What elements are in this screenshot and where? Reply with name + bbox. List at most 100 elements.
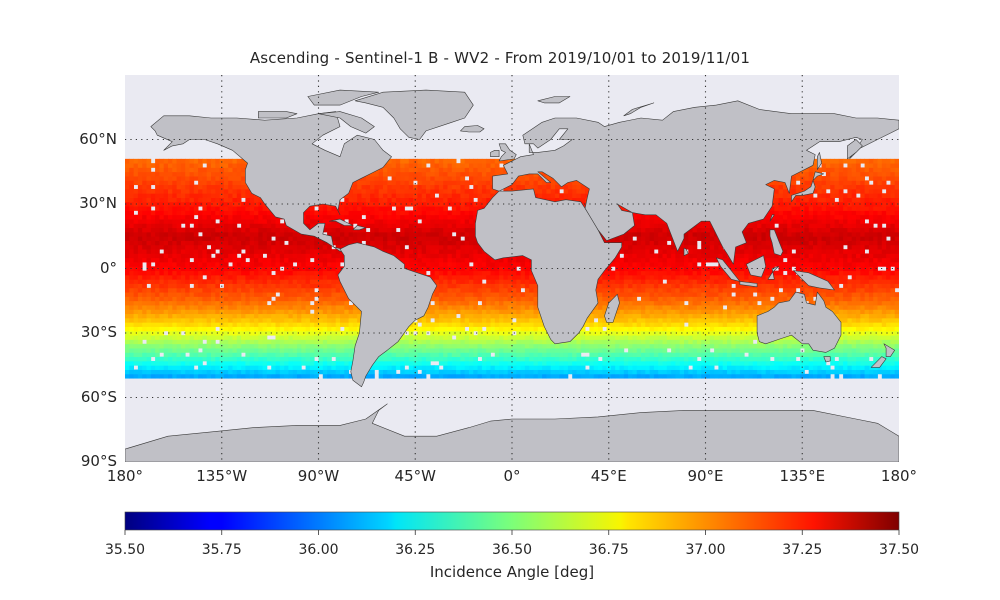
data-cell [447, 257, 453, 263]
data-cell [662, 369, 668, 375]
data-cell [344, 313, 349, 319]
data-cell [666, 356, 672, 362]
data-cell [662, 322, 668, 327]
data-cell [378, 365, 384, 370]
data-cell [408, 326, 414, 332]
data-cell [791, 335, 797, 340]
data-cell [653, 292, 659, 297]
data-cell [490, 305, 496, 310]
data-cell [860, 279, 865, 284]
data-cell [679, 365, 685, 370]
data-cell [813, 352, 818, 358]
data-cell [653, 262, 659, 267]
data-cell [370, 365, 375, 370]
data-cell [714, 369, 719, 375]
data-cell [739, 296, 745, 302]
data-cell [877, 309, 883, 315]
data-cell [172, 292, 177, 297]
data-cell [722, 287, 728, 293]
data-cell [198, 257, 203, 263]
data-cell [688, 343, 693, 349]
data-cell [714, 287, 719, 293]
data-cell [628, 270, 633, 276]
data-cell [847, 343, 853, 349]
data-cell [628, 283, 633, 289]
data-cell [404, 348, 410, 353]
data-cell [533, 296, 539, 302]
data-cell [881, 313, 887, 319]
data-cell [843, 348, 848, 353]
data-cell [696, 335, 702, 340]
data-cell [279, 369, 285, 375]
data-cell [464, 253, 470, 259]
data-cell [533, 326, 539, 332]
data-cell [185, 262, 190, 267]
data-cell [241, 330, 246, 336]
data-cell [649, 287, 655, 293]
data-cell [383, 356, 388, 362]
data-cell [684, 348, 689, 353]
data-cell [645, 365, 650, 370]
data-cell [851, 309, 857, 315]
data-cell [873, 257, 878, 263]
data-cell [649, 365, 655, 370]
data-cell [817, 360, 822, 366]
data-cell [284, 279, 289, 284]
data-cell [340, 330, 345, 336]
data-cell [314, 266, 319, 272]
data-cell [318, 343, 324, 349]
data-cell [894, 283, 899, 289]
data-cell [675, 262, 681, 267]
data-cell [490, 287, 496, 293]
data-cell [499, 305, 504, 310]
data-cell [202, 287, 208, 293]
data-cell [340, 343, 345, 349]
data-cell [327, 283, 332, 289]
data-cell [464, 373, 470, 379]
data-cell [838, 262, 844, 267]
data-cell [748, 287, 754, 293]
data-cell [688, 373, 693, 379]
data-cell [223, 313, 229, 319]
data-cell [215, 335, 220, 340]
data-cell [834, 352, 840, 358]
data-cell [271, 373, 276, 379]
data-cell [623, 300, 629, 306]
data-cell [185, 330, 190, 336]
data-cell [800, 356, 805, 362]
data-cell [434, 257, 440, 263]
data-cell [486, 326, 491, 332]
data-cell [735, 283, 741, 289]
data-cell [645, 322, 650, 327]
data-cell [619, 305, 625, 310]
data-cell [245, 373, 251, 379]
data-cell [877, 330, 883, 336]
data-cell [438, 283, 444, 289]
data-cell [705, 257, 711, 263]
data-cell [851, 283, 857, 289]
data-cell [559, 352, 564, 358]
data-cell [142, 365, 147, 370]
data-cell [494, 322, 500, 327]
data-cell [142, 322, 147, 327]
data-cell [275, 300, 281, 306]
data-cell [438, 356, 444, 362]
data-cell [817, 270, 822, 276]
data-cell [168, 373, 173, 379]
data-cell [443, 287, 448, 293]
data-cell [391, 356, 397, 362]
data-cell [524, 339, 530, 345]
data-cell [245, 317, 251, 323]
data-cell [675, 369, 681, 375]
data-cell [546, 352, 552, 358]
data-cell [129, 360, 134, 366]
data-cell [357, 317, 362, 323]
data-cell [254, 369, 259, 375]
data-cell [722, 348, 728, 353]
data-cell [645, 348, 650, 353]
data-cell [606, 352, 612, 358]
data-cell [284, 348, 289, 353]
data-cell [254, 270, 259, 276]
data-cell [598, 360, 603, 366]
data-cell [469, 270, 474, 276]
